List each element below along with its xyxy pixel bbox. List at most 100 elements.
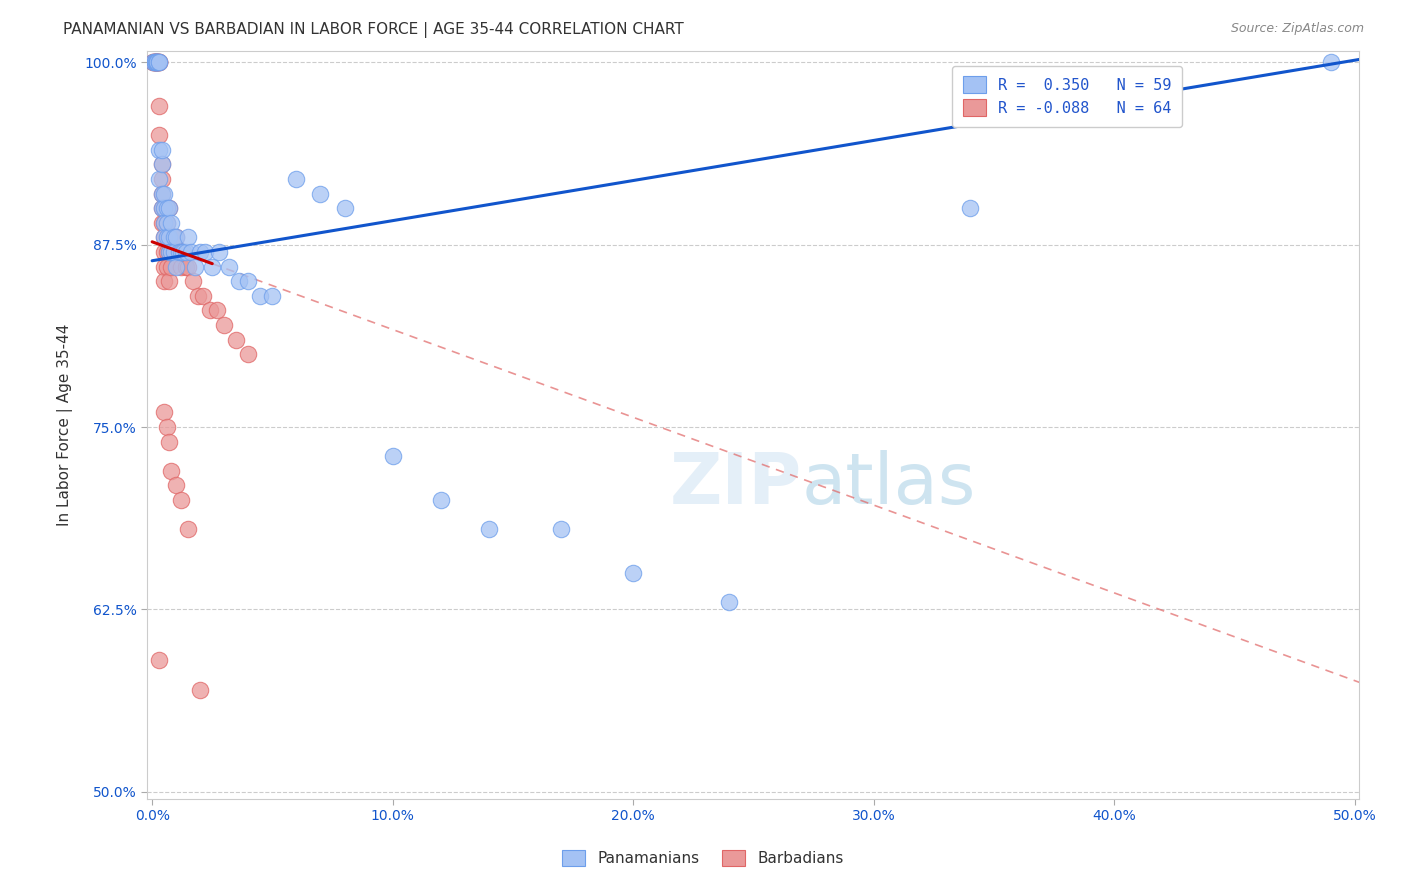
- Point: [155, 245, 177, 260]
- Point: [333, 201, 356, 215]
- Point: [153, 274, 176, 288]
- Point: [150, 216, 173, 230]
- Point: [478, 522, 501, 536]
- Point: [146, 55, 169, 70]
- Point: [153, 186, 176, 201]
- Point: [148, 99, 170, 113]
- Point: [170, 493, 193, 508]
- Point: [153, 201, 176, 215]
- Text: Source: ZipAtlas.com: Source: ZipAtlas.com: [1230, 22, 1364, 36]
- Point: [148, 128, 170, 143]
- Point: [146, 55, 169, 70]
- Point: [167, 245, 190, 260]
- Point: [153, 405, 176, 419]
- Point: [429, 493, 451, 508]
- Point: [187, 289, 209, 303]
- Point: [381, 449, 404, 463]
- Point: [153, 201, 176, 215]
- Point: [148, 172, 170, 186]
- Point: [214, 318, 236, 332]
- Point: [201, 260, 224, 274]
- Point: [165, 230, 187, 244]
- Point: [148, 653, 170, 667]
- Point: [146, 55, 169, 70]
- Point: [205, 303, 228, 318]
- Point: [146, 55, 169, 70]
- Point: [181, 274, 204, 288]
- Point: [146, 55, 169, 70]
- Point: [198, 303, 221, 318]
- Point: [160, 464, 183, 478]
- Point: [155, 260, 177, 274]
- Point: [163, 245, 186, 260]
- Point: [142, 55, 165, 70]
- Point: [145, 55, 167, 70]
- Point: [155, 230, 177, 244]
- Point: [155, 420, 177, 434]
- Point: [165, 230, 187, 244]
- Point: [160, 230, 183, 244]
- Text: atlas: atlas: [801, 450, 976, 519]
- Y-axis label: In Labor Force | Age 35-44: In Labor Force | Age 35-44: [58, 324, 73, 526]
- Point: [174, 245, 197, 260]
- Point: [959, 201, 981, 215]
- Point: [165, 478, 187, 492]
- Point: [150, 172, 173, 186]
- Point: [718, 595, 741, 609]
- Point: [150, 186, 173, 201]
- Point: [143, 55, 166, 70]
- Point: [163, 230, 186, 244]
- Point: [157, 201, 180, 215]
- Point: [174, 260, 197, 274]
- Point: [150, 186, 173, 201]
- Legend: R =  0.350   N = 59, R = -0.088   N = 64: R = 0.350 N = 59, R = -0.088 N = 64: [952, 66, 1182, 127]
- Point: [155, 216, 177, 230]
- Point: [148, 55, 170, 70]
- Point: [153, 216, 176, 230]
- Point: [157, 274, 180, 288]
- Point: [148, 55, 170, 70]
- Point: [163, 245, 186, 260]
- Point: [146, 55, 169, 70]
- Point: [143, 55, 166, 70]
- Point: [160, 260, 183, 274]
- Point: [142, 55, 165, 70]
- Point: [160, 245, 183, 260]
- Point: [165, 260, 187, 274]
- Point: [153, 260, 176, 274]
- Point: [184, 260, 207, 274]
- Point: [143, 55, 166, 70]
- Point: [238, 274, 260, 288]
- Point: [191, 289, 214, 303]
- Point: [157, 230, 180, 244]
- Point: [225, 333, 247, 347]
- Point: [170, 245, 193, 260]
- Point: [208, 245, 231, 260]
- Point: [143, 55, 166, 70]
- Point: [163, 230, 186, 244]
- Point: [153, 245, 176, 260]
- Point: [172, 245, 194, 260]
- Point: [621, 566, 644, 580]
- Point: [157, 434, 180, 449]
- Point: [148, 55, 170, 70]
- Point: [1319, 55, 1341, 70]
- Point: [170, 260, 193, 274]
- Point: [148, 55, 170, 70]
- Point: [550, 522, 572, 536]
- Point: [146, 55, 169, 70]
- Point: [148, 55, 170, 70]
- Point: [155, 216, 177, 230]
- Point: [172, 245, 194, 260]
- Point: [157, 245, 180, 260]
- Point: [228, 274, 250, 288]
- Point: [155, 201, 177, 215]
- Point: [148, 143, 170, 157]
- Point: [160, 245, 183, 260]
- Point: [160, 216, 183, 230]
- Point: [285, 172, 308, 186]
- Point: [177, 260, 200, 274]
- Point: [150, 201, 173, 215]
- Point: [157, 245, 180, 260]
- Point: [153, 230, 176, 244]
